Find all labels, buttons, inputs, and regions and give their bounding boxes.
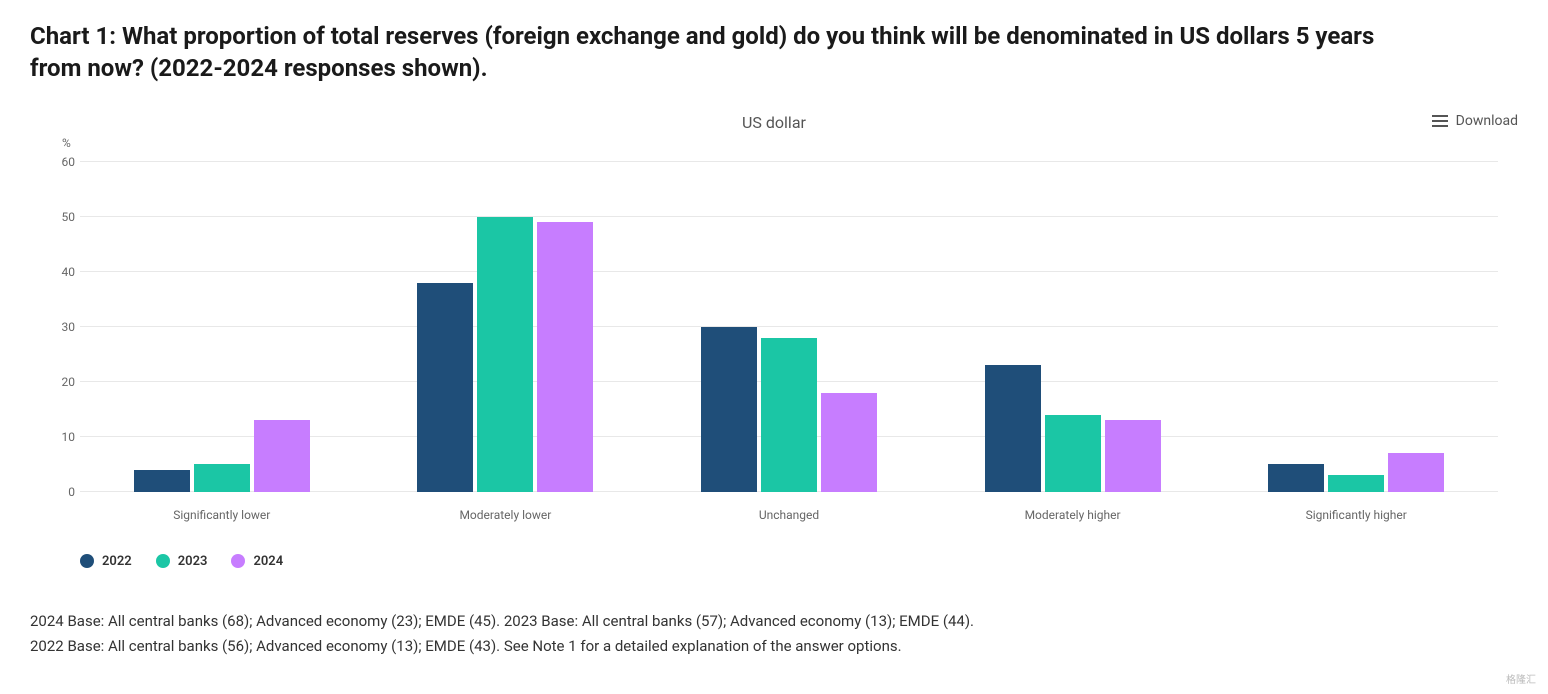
bar[interactable]: [985, 365, 1041, 492]
bar[interactable]: [761, 338, 817, 492]
chart-container: US dollar Download % 0102030405060 Signi…: [30, 113, 1518, 569]
legend-label: 2024: [253, 554, 283, 569]
bar[interactable]: [537, 222, 593, 492]
bar[interactable]: [1105, 420, 1161, 492]
y-axis-unit: %: [62, 136, 71, 150]
download-button[interactable]: Download: [1432, 113, 1518, 129]
legend-swatch: [80, 554, 94, 568]
bars-area: [80, 162, 1498, 492]
legend-label: 2022: [102, 554, 132, 569]
bar[interactable]: [417, 283, 473, 492]
legend-item[interactable]: 2023: [156, 554, 208, 569]
y-tick: 10: [45, 430, 75, 444]
bar[interactable]: [701, 327, 757, 492]
y-tick: 30: [45, 320, 75, 334]
footnotes: 2024 Base: All central banks (68); Advan…: [30, 609, 1518, 660]
footnote-line-2: 2022 Base: All central banks (56); Advan…: [30, 634, 1518, 660]
legend-label: 2023: [178, 554, 208, 569]
y-tick: 60: [45, 155, 75, 169]
chart-title: Chart 1: What proportion of total reserv…: [30, 20, 1430, 85]
footnote-line-1: 2024 Base: All central banks (68); Advan…: [30, 609, 1518, 635]
x-axis-labels: Significantly lowerModerately lowerUncha…: [80, 508, 1498, 522]
bar[interactable]: [254, 420, 310, 492]
x-tick-label: Significantly higher: [1214, 508, 1498, 522]
y-axis-ticks: 0102030405060: [45, 162, 75, 492]
chart-subtitle: US dollar: [742, 113, 806, 132]
bar[interactable]: [1268, 464, 1324, 492]
legend-item[interactable]: 2022: [80, 554, 132, 569]
y-tick: 0: [45, 485, 75, 499]
download-label: Download: [1456, 113, 1518, 129]
bar-group: [647, 162, 931, 492]
legend-swatch: [156, 554, 170, 568]
bar-group: [364, 162, 648, 492]
bar[interactable]: [1045, 415, 1101, 492]
x-tick-label: Significantly lower: [80, 508, 364, 522]
bar[interactable]: [477, 217, 533, 492]
menu-icon: [1432, 115, 1448, 127]
bar-group: [80, 162, 364, 492]
bar[interactable]: [1388, 453, 1444, 492]
y-tick: 40: [45, 265, 75, 279]
bar[interactable]: [194, 464, 250, 492]
x-tick-label: Moderately lower: [364, 508, 648, 522]
y-tick: 50: [45, 210, 75, 224]
y-tick: 20: [45, 375, 75, 389]
watermark: 格隆汇: [1500, 669, 1542, 688]
legend: 2022 2023 2024: [80, 554, 1518, 569]
x-tick-label: Unchanged: [647, 508, 931, 522]
bar[interactable]: [134, 470, 190, 492]
bar-group: [1214, 162, 1498, 492]
bar[interactable]: [1328, 475, 1384, 492]
x-tick-label: Moderately higher: [931, 508, 1215, 522]
bar-group: [931, 162, 1215, 492]
legend-swatch: [231, 554, 245, 568]
bar[interactable]: [821, 393, 877, 492]
legend-item[interactable]: 2024: [231, 554, 283, 569]
plot-area: % 0102030405060 Significantly lowerModer…: [80, 142, 1498, 542]
